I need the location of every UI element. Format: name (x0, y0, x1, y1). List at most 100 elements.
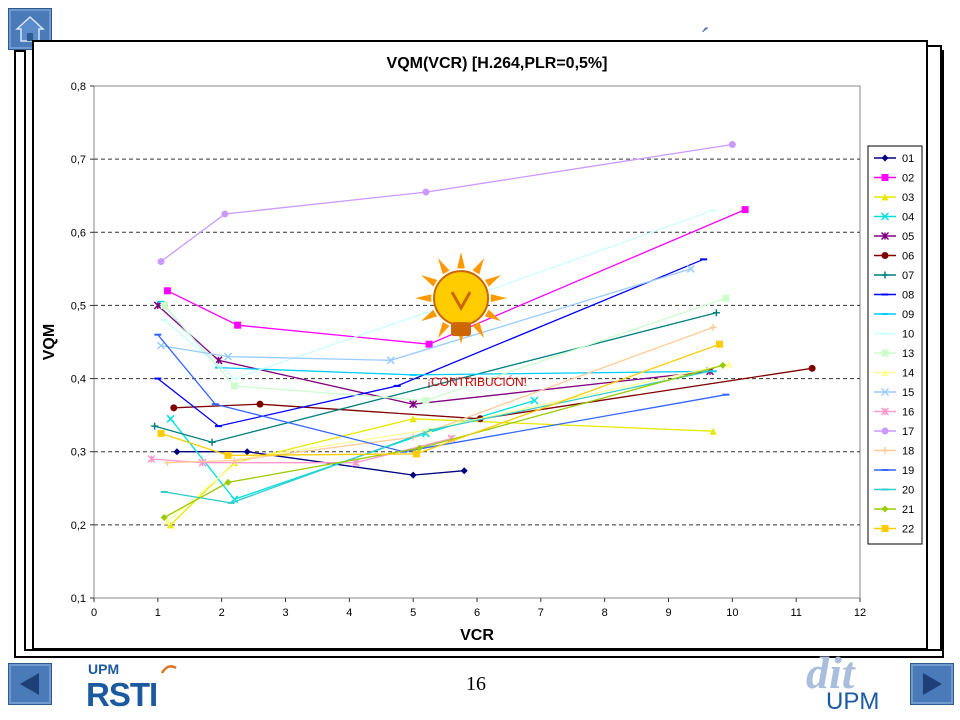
data-point-16 (147, 454, 156, 464)
data-point-04 (230, 495, 239, 504)
legend-marker-01 (881, 154, 889, 162)
series-line-18 (167, 326, 714, 464)
series-line-01 (177, 451, 465, 476)
data-point-17 (221, 210, 229, 218)
legend-label-04: 04 (902, 212, 914, 224)
bulb-ray (484, 275, 501, 287)
series-04 (166, 396, 539, 504)
x-tick-label: 9 (665, 607, 671, 619)
series-line-15 (160, 268, 691, 361)
data-point-18 (709, 323, 717, 331)
legend-marker-16 (880, 407, 890, 416)
x-tick-label: 8 (602, 607, 608, 619)
chart-title: VQM(VCR) [H.264,PLR=0,5%] (387, 55, 608, 72)
legend-label-02: 02 (902, 173, 914, 185)
legend-label-22: 22 (902, 524, 914, 536)
data-point-05 (409, 400, 418, 409)
y-tick-label: 0,2 (71, 520, 86, 532)
data-point-01 (409, 471, 417, 479)
series-15 (156, 264, 695, 365)
data-point-01 (173, 448, 181, 456)
legend-marker-13 (881, 349, 889, 357)
data-point-04 (166, 414, 175, 423)
legend-label-21: 21 (902, 504, 914, 516)
series-07 (151, 309, 720, 446)
legend-label-09: 09 (902, 309, 914, 321)
x-tick-label: 5 (410, 607, 416, 619)
data-point-13 (160, 301, 168, 309)
bulb-ray (438, 258, 450, 275)
page-number: 16 (466, 673, 486, 695)
y-tick-label: 0,3 (71, 447, 86, 459)
series-01 (173, 448, 468, 479)
series-19 (154, 333, 730, 453)
series-20 (160, 370, 714, 504)
home-icon (15, 15, 45, 42)
legend-label-14: 14 (902, 368, 914, 380)
legend-marker-07 (881, 271, 889, 279)
series-line-09 (160, 301, 714, 376)
bulb-ray (472, 258, 485, 275)
data-point-02 (741, 206, 749, 214)
legend-marker-17 (881, 427, 889, 435)
dit-logo: dit (806, 647, 855, 698)
bulb-ray (415, 294, 432, 303)
legend-marker-03 (881, 193, 889, 201)
series-22 (157, 340, 724, 459)
series-line-22 (160, 343, 720, 457)
legend-marker-15 (880, 387, 890, 397)
data-point-02 (234, 321, 242, 329)
next-slide-button[interactable] (910, 663, 954, 705)
series-line-08 (157, 258, 704, 427)
data-point-15 (686, 264, 695, 273)
bulb-glass (433, 270, 490, 327)
data-point-15 (224, 352, 233, 361)
data-point-03 (709, 427, 717, 435)
data-point-01 (243, 448, 251, 456)
legend-marker-06 (881, 252, 889, 259)
data-point-07 (208, 438, 216, 446)
x-tick-label: 12 (854, 607, 866, 619)
slide-title-fragment: ´ (700, 22, 710, 55)
y-tick-label: 0,8 (71, 81, 86, 93)
bulb-ray (472, 321, 485, 338)
bulb-ray (484, 309, 501, 322)
previous-slide-button[interactable] (8, 663, 52, 705)
legend-marker-04 (880, 212, 890, 221)
legend-label-16: 16 (902, 407, 914, 419)
logo-swoosh-icon (160, 665, 177, 674)
legend-marker-18 (881, 447, 889, 454)
bulb-filament (450, 291, 472, 312)
data-point-13 (422, 397, 430, 405)
legend-label-13: 13 (902, 348, 914, 360)
series-line-14 (166, 363, 730, 522)
legend-label-19: 19 (902, 465, 914, 477)
data-point-21 (719, 361, 727, 369)
data-point-22 (157, 429, 165, 437)
series-line-17 (160, 143, 733, 263)
data-point-18 (163, 459, 171, 467)
legend-marker-02 (881, 174, 889, 181)
home-button[interactable] (8, 8, 52, 50)
legend-label-17: 17 (902, 426, 914, 438)
series-05 (153, 301, 715, 409)
series-line-02 (167, 209, 746, 345)
y-tick-label: 0,6 (71, 227, 86, 239)
data-point-05 (153, 301, 162, 310)
legend-label-03: 03 (902, 192, 914, 204)
bulb-ray (438, 321, 450, 338)
data-point-03 (409, 415, 417, 423)
series-line-10 (163, 209, 714, 380)
x-tick-label: 1 (155, 607, 161, 619)
legend: 01 02 03 04 05 06 07 08 09 10 13 14 15 16 17 18 19 20 21 22 (867, 145, 923, 545)
y-tick-label: 0,5 (71, 300, 86, 312)
data-point-06 (256, 400, 264, 408)
bulb-base (451, 322, 472, 337)
legend-label-07: 07 (902, 270, 914, 282)
series-line-03 (170, 418, 714, 526)
data-point-02 (425, 340, 433, 348)
x-tick-label: 6 (474, 607, 480, 619)
x-tick-label: 3 (282, 607, 288, 619)
data-point-04 (530, 396, 539, 405)
legend-label-06: 06 (902, 251, 914, 263)
